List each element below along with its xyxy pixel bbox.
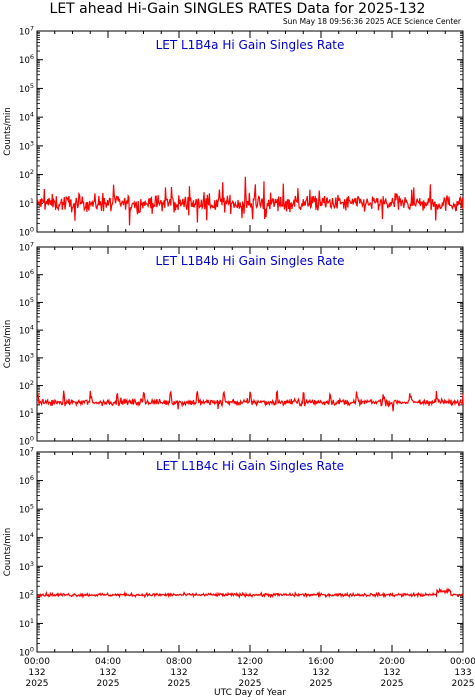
x-tick-time-label: 00:00	[24, 657, 50, 667]
y-tick-label: 107	[19, 25, 34, 38]
x-tick-time-label: 08:00	[166, 657, 192, 667]
y-tick-label: 105	[19, 503, 34, 516]
data-series-line	[36, 176, 464, 226]
x-tick-doy-label: 132	[99, 668, 116, 678]
data-series-line	[36, 587, 464, 599]
chart-panel-1: 100 101 102 103 104 105 106 107 Counts/min LET L1…	[3, 25, 464, 239]
y-tick-label: 103	[19, 560, 34, 573]
x-tick-year-label: 2025	[452, 679, 475, 689]
y-tick-label: 107	[19, 241, 34, 254]
x-tick-doy-label: 133	[454, 668, 471, 678]
y-tick-label: 106	[19, 268, 34, 281]
x-tick-year-label: 2025	[381, 679, 404, 689]
y-tick-label: 105	[19, 296, 34, 309]
x-axis-label: UTC Day of Year	[214, 688, 286, 698]
x-tick-doy-label: 132	[28, 668, 45, 678]
x-tick-year-label: 2025	[97, 679, 120, 689]
y-tick-label: 102	[19, 168, 34, 181]
plot-frame	[36, 246, 464, 442]
x-tick-time-label: 16:00	[308, 657, 334, 667]
x-tick-year-label: 2025	[168, 679, 191, 689]
panel-title: LET L1B4c Hi Gain Singles Rate	[156, 459, 344, 473]
x-tick-time-label: 12:00	[237, 657, 263, 667]
data-series-line	[36, 389, 464, 412]
y-tick-label: 106	[19, 53, 34, 66]
x-tick-year-label: 2025	[310, 679, 333, 689]
x-tick-doy-label: 132	[170, 668, 187, 678]
y-tick-label: 102	[19, 588, 34, 601]
x-tick-year-label: 2025	[26, 679, 49, 689]
x-tick-time-label: 04:00	[95, 657, 121, 667]
y-axis-label: Counts/min	[3, 107, 13, 156]
y-tick-label: 103	[19, 351, 34, 364]
x-tick-year-label: 2025	[239, 679, 262, 689]
y-tick-label: 102	[19, 379, 34, 392]
x-tick-time-label: 20:00	[379, 657, 405, 667]
y-tick-label: 105	[19, 82, 34, 95]
y-tick-label: 106	[19, 474, 34, 487]
y-axis-label: Counts/min	[3, 320, 13, 369]
panel-title: LET L1B4a Hi Gain Singles Rate	[156, 38, 345, 52]
x-tick-doy-label: 132	[241, 668, 258, 678]
y-tick-label: 100	[19, 226, 34, 239]
x-tick-doy-label: 132	[312, 668, 329, 678]
y-tick-label: 104	[19, 111, 34, 124]
y-tick-label: 101	[19, 197, 34, 210]
x-tick-time-label: 00:00	[450, 657, 475, 667]
x-tick-doy-label: 132	[383, 668, 400, 678]
y-tick-label: 104	[19, 531, 34, 544]
y-tick-label: 101	[19, 617, 34, 630]
y-axis-label: Counts/min	[3, 528, 13, 577]
main-title: LET ahead Hi-Gain SINGLES RATES Data for…	[49, 1, 426, 17]
panel-title: LET L1B4b Hi Gain Singles Rate	[155, 254, 344, 268]
y-tick-label: 101	[19, 407, 34, 420]
plot-frame	[36, 451, 464, 653]
y-tick-label: 104	[19, 324, 34, 337]
timestamp-label: Sun May 18 09:56:36 2025 ACE Science Cen…	[282, 17, 461, 26]
y-tick-label: 103	[19, 139, 34, 152]
